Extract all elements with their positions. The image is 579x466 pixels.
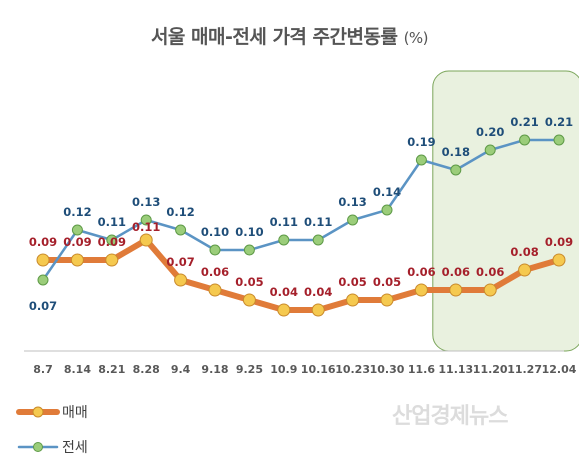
x-tick-label: 11.13: [438, 363, 473, 376]
data-label-jeonse: 0.18: [442, 145, 470, 159]
data-label-sale: 0.06: [442, 265, 470, 279]
data-label-sale: 0.07: [166, 255, 194, 269]
data-point-jeonse: [553, 134, 565, 146]
data-label-sale: 0.06: [201, 265, 229, 279]
x-tick-label: 10.9: [270, 363, 297, 376]
data-point-jeonse: [519, 134, 531, 146]
data-point-jeonse: [140, 214, 152, 226]
data-point-jeonse: [484, 144, 496, 156]
legend-label-jeonse: 전세: [62, 440, 88, 456]
watermark: 산업경제뉴스: [392, 404, 508, 429]
data-point-sale: [449, 283, 463, 297]
data-label-jeonse: 0.21: [545, 115, 573, 129]
data-label-jeonse: 0.11: [98, 215, 126, 229]
data-label-sale: 0.11: [132, 220, 160, 234]
data-label-sale: 0.09: [98, 235, 126, 249]
data-point-jeonse: [209, 244, 221, 256]
x-tick-label: 8.14: [64, 363, 91, 376]
series-line-jeonse: [41, 138, 561, 282]
data-point-jeonse: [37, 274, 49, 286]
x-tick-label: 8.7: [33, 363, 53, 376]
data-point-sale: [311, 303, 325, 317]
x-tick-label: 10.30: [370, 363, 405, 376]
data-label-sale: 0.05: [373, 275, 401, 289]
x-tick-label: 9.4: [171, 363, 191, 376]
highlight-box: [432, 70, 579, 352]
data-label-sale: 0.09: [29, 235, 57, 249]
data-point-sale: [380, 293, 394, 307]
data-point-sale: [174, 273, 188, 287]
data-point-sale: [277, 303, 291, 317]
data-label-jeonse: 0.13: [132, 195, 160, 209]
x-tick-label: 9.18: [201, 363, 228, 376]
series-line-sale: [40, 237, 562, 313]
x-tick-label: 8.21: [98, 363, 125, 376]
data-point-jeonse: [278, 234, 290, 246]
data-point-jeonse: [415, 154, 427, 166]
data-label-sale: 0.09: [63, 235, 91, 249]
legend-marker-jeonse: [33, 442, 43, 452]
data-label-jeonse: 0.11: [270, 215, 298, 229]
chart-unit: (%): [403, 29, 429, 47]
x-tick-label: 11.20: [473, 363, 508, 376]
chart-title: 서울 매매-전세 가격 주간변동률 (%): [0, 22, 579, 49]
data-label-jeonse: 0.07: [29, 299, 57, 313]
data-point-sale: [36, 253, 50, 267]
data-label-sale: 0.04: [270, 285, 298, 299]
data-point-sale: [518, 263, 532, 277]
data-label-sale: 0.09: [545, 235, 573, 249]
data-point-sale: [105, 253, 119, 267]
data-label-jeonse: 0.14: [373, 185, 401, 199]
data-label-sale: 0.08: [510, 245, 538, 259]
data-point-sale: [483, 283, 497, 297]
data-point-sale: [552, 253, 566, 267]
data-point-sale: [242, 293, 256, 307]
data-point-jeonse: [243, 244, 255, 256]
x-tick-label: 11.27: [507, 363, 542, 376]
data-label-jeonse: 0.19: [407, 135, 435, 149]
data-point-sale: [70, 253, 84, 267]
x-tick-label: 12.04: [542, 363, 577, 376]
data-point-sale: [346, 293, 360, 307]
data-label-sale: 0.06: [407, 265, 435, 279]
data-point-jeonse: [450, 164, 462, 176]
data-label-jeonse: 0.20: [476, 125, 504, 139]
data-point-jeonse: [175, 224, 187, 236]
data-label-sale: 0.05: [338, 275, 366, 289]
data-point-jeonse: [312, 234, 324, 246]
data-label-jeonse: 0.10: [201, 225, 229, 239]
data-label-sale: 0.04: [304, 285, 332, 299]
data-point-jeonse: [106, 234, 118, 246]
chart-title-text: 서울 매매-전세 가격 주간변동률: [150, 26, 398, 48]
data-label-jeonse: 0.12: [63, 205, 91, 219]
legend-marker-sale: [32, 406, 44, 418]
data-point-jeonse: [71, 224, 83, 236]
data-label-sale: 0.05: [235, 275, 263, 289]
data-label-jeonse: 0.13: [338, 195, 366, 209]
data-label-jeonse: 0.10: [235, 225, 263, 239]
data-point-jeonse: [381, 204, 393, 216]
data-point-jeonse: [347, 214, 359, 226]
data-label-sale: 0.06: [476, 265, 504, 279]
x-tick-label: 10.16: [301, 363, 336, 376]
x-tick-label: 10.23: [335, 363, 370, 376]
data-label-jeonse: 0.21: [510, 115, 538, 129]
x-tick-label: 11.6: [408, 363, 435, 376]
data-label-jeonse: 0.11: [304, 215, 332, 229]
legend-label-sale: 매매: [62, 405, 88, 421]
data-point-sale: [414, 283, 428, 297]
x-tick-label: 8.28: [133, 363, 160, 376]
x-tick-label: 9.25: [236, 363, 263, 376]
data-point-sale: [208, 283, 222, 297]
data-label-jeonse: 0.12: [166, 205, 194, 219]
data-point-sale: [139, 233, 153, 247]
